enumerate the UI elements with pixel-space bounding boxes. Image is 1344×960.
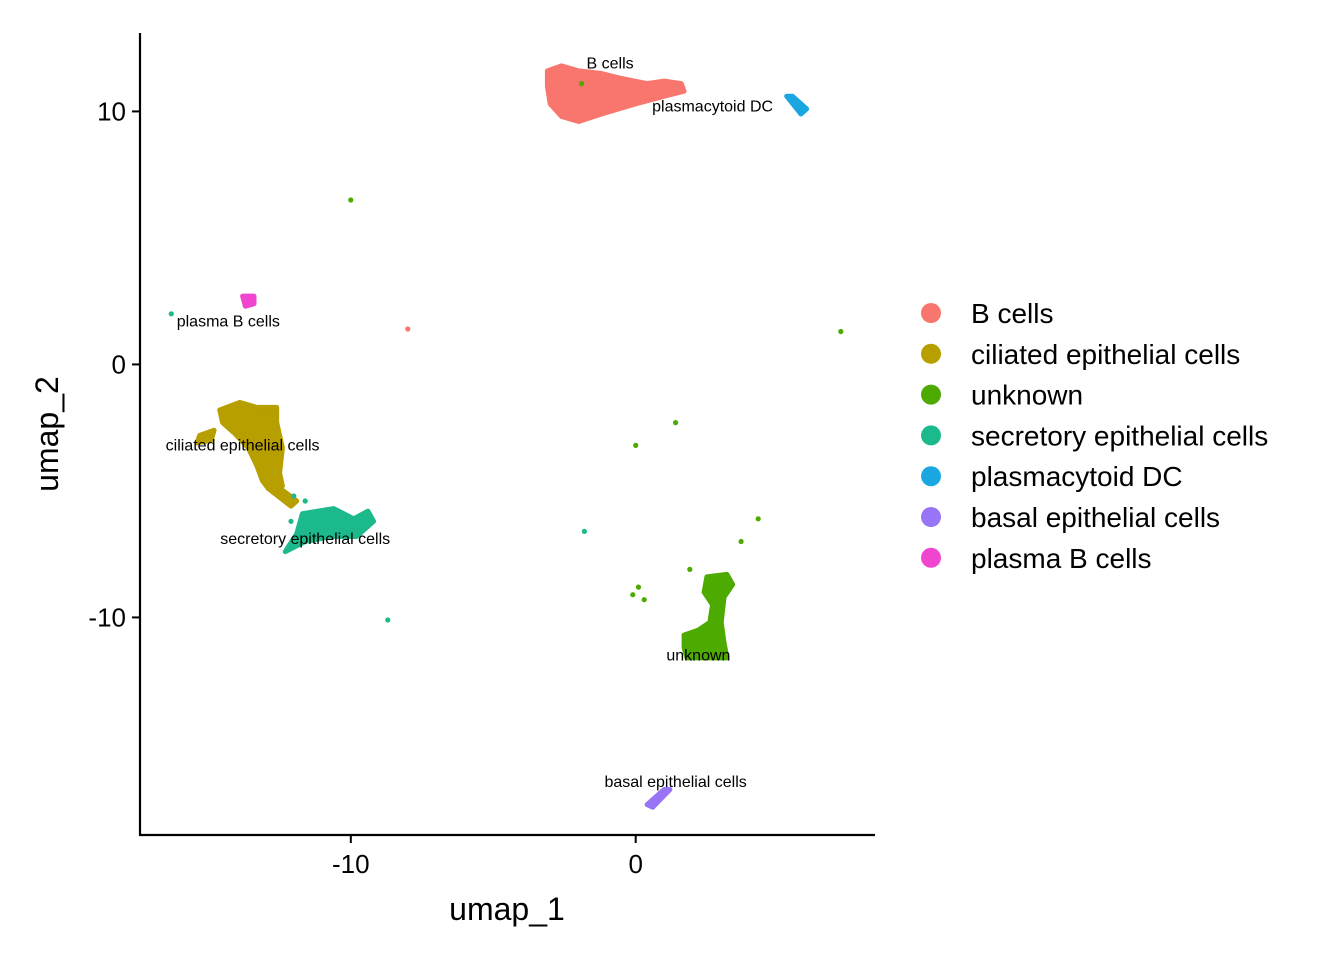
point-unknown	[721, 581, 727, 588]
point-unknown	[755, 516, 761, 522]
point-secretory-epithelial-cells	[288, 518, 294, 524]
cluster-label-plasmacytoid-dc: plasmacytoid DC	[652, 98, 773, 115]
point-unknown	[633, 442, 639, 448]
plot-area	[168, 63, 844, 810]
cluster-ciliated-epithelial-cells-part-1	[194, 427, 217, 446]
y-tick-label: 10	[97, 96, 126, 126]
y-axis-title: umap_2	[29, 376, 65, 492]
point-unknown	[630, 592, 636, 598]
point-unknown	[673, 420, 679, 426]
series-secretory-epithelial-cells	[168, 311, 588, 623]
cluster-label-ciliated-epithelial-cells: ciliated epithelial cells	[166, 437, 320, 454]
legend-item-b-cells: B cells	[921, 298, 1053, 329]
point-unknown	[348, 197, 354, 203]
legend-label: B cells	[971, 298, 1053, 329]
legend-label: plasma B cells	[971, 543, 1152, 574]
x-tick-label: 0	[628, 849, 642, 879]
point-secretory-epithelial-cells	[581, 528, 588, 535]
legend-item-unknown: unknown	[921, 380, 1083, 411]
legend-item-ciliated-epithelial-cells: ciliated epithelial cells	[921, 339, 1240, 370]
point-unknown	[738, 538, 744, 545]
point-unknown	[635, 584, 642, 590]
y-axis-ticks: 10 0 -10	[88, 96, 140, 632]
legend-swatch	[921, 507, 941, 527]
cluster-b-cells	[544, 63, 687, 124]
y-tick-label: 0	[112, 349, 126, 379]
legend-swatch	[921, 343, 941, 364]
point-unknown	[687, 566, 693, 573]
point-unknown	[579, 81, 585, 87]
legend-label: basal epithelial cells	[971, 502, 1220, 533]
point-secretory-epithelial-cells	[385, 617, 391, 623]
series-plasmacytoid-dc	[784, 93, 810, 117]
cluster-labels: B cells ciliated epithelial cells unknown s…	[166, 55, 773, 791]
cluster-ciliated-epithelial-cells-part-2	[265, 483, 300, 509]
point-secretory-epithelial-cells	[291, 493, 297, 499]
series-basal-epithelial-cells	[644, 787, 673, 810]
point-unknown	[641, 597, 647, 603]
series-unknown	[348, 81, 844, 661]
series-plasma-b-cells	[240, 293, 257, 309]
series-b-cells	[405, 63, 687, 332]
cluster-plasmacytoid-dc	[784, 93, 810, 117]
legend-label: secretory epithelial cells	[971, 420, 1268, 451]
legend-swatch	[921, 466, 941, 487]
cluster-basal-epithelial-cells	[644, 787, 673, 810]
legend-label: plasmacytoid DC	[971, 461, 1183, 492]
legend: B cells ciliated epithelial cells unknown s…	[921, 298, 1268, 574]
point-unknown	[838, 328, 844, 335]
x-axis-title: umap_1	[449, 891, 565, 927]
legend-swatch	[921, 425, 941, 446]
legend-item-plasmacytoid-dc: plasmacytoid DC	[921, 461, 1183, 492]
point-secretory-epithelial-cells	[302, 498, 308, 504]
y-tick-label: -10	[88, 602, 126, 632]
cluster-ciliated-epithelial-cells	[217, 399, 285, 491]
x-axis-ticks: -10 0	[332, 835, 643, 879]
cluster-label-unknown: unknown	[666, 647, 730, 664]
cluster-label-b-cells: B cells	[587, 55, 634, 72]
cluster-label-secretory-epithelial-cells: secretory epithelial cells	[220, 531, 390, 548]
cluster-secretory-epithelial-cells	[282, 506, 377, 555]
legend-item-basal-epithelial-cells: basal epithelial cells	[921, 502, 1220, 533]
series-ciliated-epithelial-cells	[194, 399, 300, 509]
legend-item-secretory-epithelial-cells: secretory epithelial cells	[921, 420, 1268, 451]
legend-swatch	[921, 384, 941, 405]
point-b-cells	[405, 326, 411, 332]
legend-label: ciliated epithelial cells	[971, 339, 1240, 370]
legend-swatch	[921, 303, 941, 323]
point-secretory-epithelial-cells	[168, 311, 174, 317]
x-tick-label: -10	[332, 849, 370, 879]
cluster-label-basal-epithelial-cells: basal epithelial cells	[604, 774, 746, 791]
legend-swatch	[921, 547, 941, 568]
cluster-unknown	[681, 571, 736, 661]
cluster-label-plasma-b-cells: plasma B cells	[177, 314, 280, 331]
cluster-plasma-b-cells	[240, 293, 257, 309]
legend-item-plasma-b-cells: plasma B cells	[921, 543, 1152, 574]
legend-label: unknown	[971, 380, 1083, 411]
